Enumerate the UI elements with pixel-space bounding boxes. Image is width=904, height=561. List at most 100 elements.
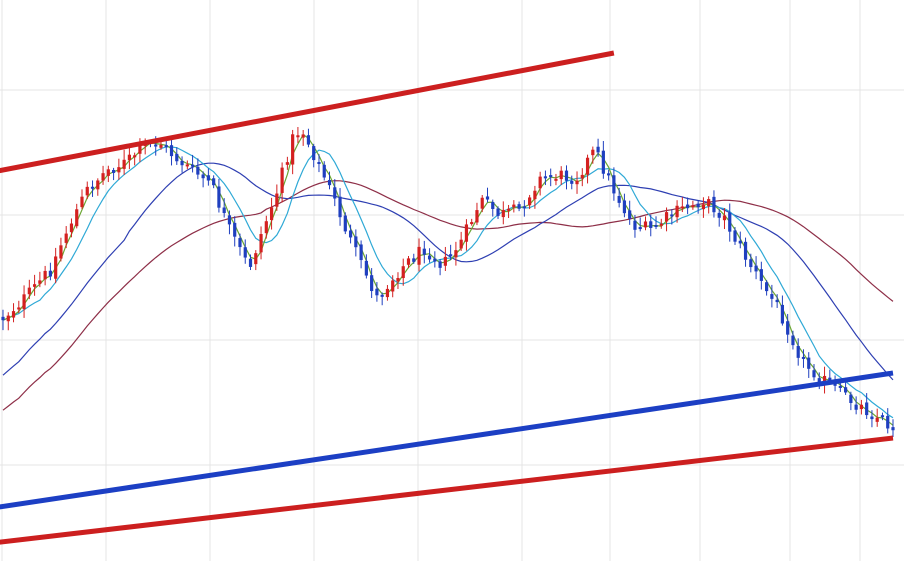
candle <box>649 214 653 237</box>
candle <box>596 138 600 157</box>
candle-body <box>259 234 263 253</box>
candle-body <box>169 145 174 157</box>
candle <box>886 408 890 434</box>
candle-body <box>506 208 511 211</box>
candle-body <box>728 212 732 232</box>
candle <box>364 254 368 279</box>
candle <box>491 199 495 217</box>
candle <box>312 143 316 168</box>
candle <box>875 408 879 427</box>
candle-body <box>775 299 779 303</box>
candle-body <box>759 269 763 281</box>
candle-body <box>101 173 105 181</box>
candle <box>427 248 432 263</box>
candle <box>212 175 216 189</box>
candle <box>285 156 289 170</box>
candle-body <box>64 233 68 243</box>
candle-body <box>375 288 379 296</box>
candle-body <box>880 415 885 418</box>
candle <box>891 419 895 437</box>
candle <box>659 218 663 229</box>
candle <box>64 226 68 249</box>
candle-body <box>122 159 126 169</box>
candle <box>485 187 490 203</box>
candle-body <box>291 134 295 165</box>
candle-body <box>607 173 611 176</box>
candle <box>380 292 384 306</box>
candle-body <box>464 224 469 242</box>
candle <box>786 313 790 343</box>
candle-body <box>780 304 785 324</box>
candle-body <box>528 197 532 206</box>
candle-body <box>80 196 84 208</box>
candle-body <box>654 225 658 228</box>
candle-body <box>96 180 100 190</box>
candle <box>664 207 669 232</box>
candle-body <box>38 280 42 284</box>
candle-body <box>438 261 442 268</box>
candle <box>243 239 247 264</box>
candle <box>85 181 89 200</box>
candle <box>269 197 274 230</box>
candle <box>538 171 542 196</box>
candle <box>406 256 411 269</box>
candle-body <box>449 254 453 257</box>
candle <box>296 127 300 143</box>
candle <box>275 184 279 211</box>
candle-body <box>280 167 284 193</box>
candle-body <box>844 387 848 393</box>
candle <box>759 261 763 290</box>
candle-body <box>622 200 627 214</box>
candle <box>470 218 474 226</box>
candle-body <box>296 135 300 138</box>
candle <box>849 391 853 411</box>
candle <box>443 246 447 271</box>
candle-body <box>559 170 563 180</box>
candle-body <box>617 195 621 203</box>
candle <box>449 244 453 261</box>
candle-body <box>670 214 674 217</box>
candle <box>454 241 458 266</box>
candle <box>338 188 342 226</box>
candle <box>69 218 74 238</box>
candle <box>770 284 774 308</box>
candle <box>322 161 326 181</box>
moving-average-ma_fastest <box>2 133 894 426</box>
candle-body <box>248 258 253 267</box>
candle <box>264 215 268 239</box>
candle <box>238 233 242 256</box>
candle <box>391 275 395 298</box>
candle <box>327 171 332 190</box>
trend-line-mid <box>0 370 894 510</box>
candle <box>670 209 674 225</box>
candle <box>422 240 426 264</box>
candle-body <box>238 238 242 248</box>
candle-body <box>138 143 142 154</box>
candle-body <box>338 196 342 218</box>
candle-body <box>791 335 795 346</box>
candle <box>185 160 189 170</box>
candle-body <box>743 241 748 260</box>
candle-body <box>701 204 706 210</box>
candle <box>801 349 806 368</box>
candle-body <box>391 280 395 292</box>
candle-body <box>675 205 679 218</box>
candle <box>190 154 195 173</box>
candle <box>32 274 37 296</box>
candle <box>638 217 642 232</box>
candle-body <box>348 230 353 238</box>
candle <box>306 128 311 148</box>
candle-body <box>243 247 247 258</box>
candle-body <box>538 176 542 189</box>
candle-body <box>638 227 642 230</box>
candle <box>222 198 226 218</box>
candle <box>738 231 742 249</box>
candle <box>480 195 484 213</box>
candle-body <box>712 196 716 213</box>
candle-body <box>512 204 516 208</box>
candle-body <box>354 236 358 248</box>
candle-body <box>717 212 721 218</box>
candle <box>796 338 800 366</box>
candle-body <box>628 210 632 219</box>
candle <box>38 271 42 288</box>
